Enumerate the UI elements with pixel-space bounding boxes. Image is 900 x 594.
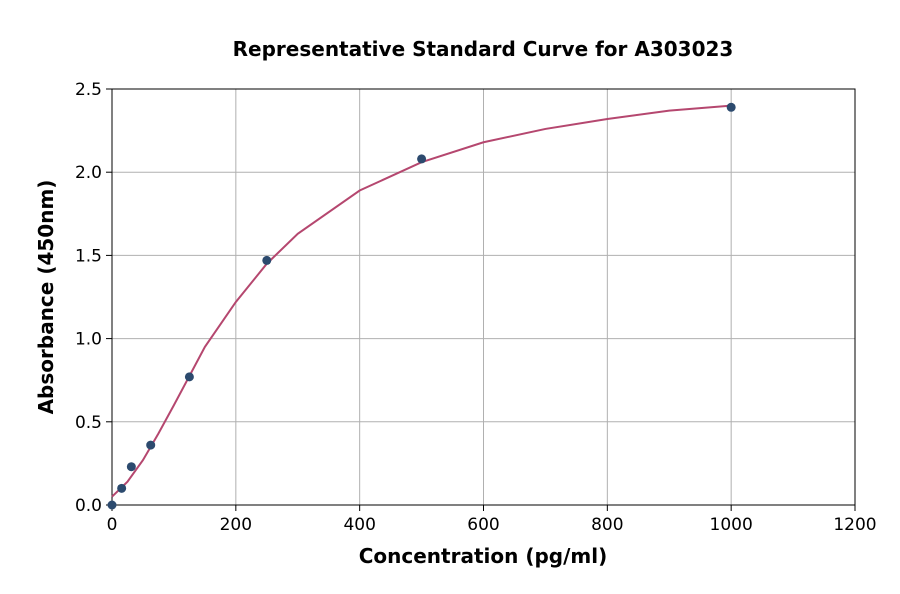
- data-point: [107, 500, 117, 510]
- x-tick-label: 1000: [710, 515, 753, 535]
- plot-frame: [111, 88, 856, 506]
- x-tick-label: 0: [107, 515, 118, 535]
- x-tick-label: 200: [220, 515, 252, 535]
- x-tick-label: 1200: [833, 515, 876, 535]
- chart-title: Representative Standard Curve for A30302…: [233, 37, 734, 61]
- data-point: [262, 255, 272, 265]
- y-tick-label: 2.0: [75, 163, 102, 183]
- data-point: [117, 483, 127, 493]
- y-tick-label: 0.0: [75, 496, 102, 516]
- data-point: [184, 372, 194, 382]
- x-tick-label: 800: [591, 515, 623, 535]
- x-tick-label: 600: [467, 515, 499, 535]
- data-point: [417, 154, 427, 164]
- fit-curve: [111, 104, 732, 498]
- data-point: [726, 102, 736, 112]
- y-tick-label: 0.5: [75, 413, 102, 433]
- x-tick-label: 400: [343, 515, 375, 535]
- x-axis-label: Concentration (pg/ml): [359, 544, 608, 568]
- y-tick-label: 1.5: [75, 246, 102, 266]
- y-axis-label: Absorbance (450nm): [34, 180, 58, 415]
- data-point: [126, 462, 136, 472]
- data-point: [146, 440, 156, 450]
- y-tick-label: 1.0: [75, 330, 102, 350]
- y-tick-label: 2.5: [75, 80, 102, 100]
